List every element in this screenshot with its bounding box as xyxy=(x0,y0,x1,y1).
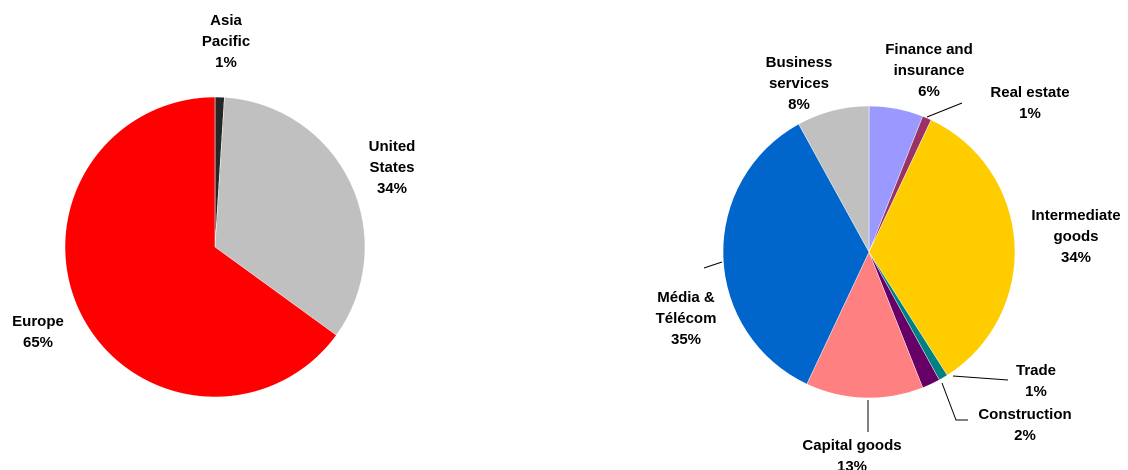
sector-pie: Finance and insurance 6% Real estate 1% Inter… xyxy=(656,41,1121,470)
leader-line-real-estate xyxy=(926,102,963,118)
pie-slice-capital-goods xyxy=(806,251,924,399)
pie-slice-business-services xyxy=(798,105,870,253)
data-label-trade: Trade 1% xyxy=(1016,362,1056,400)
pie-slice-europe xyxy=(64,96,337,398)
leader-line-trade xyxy=(952,375,1009,381)
leader-line-construction xyxy=(941,382,968,421)
data-label-capital-goods: Capital goods 13% xyxy=(802,437,901,470)
pie-slice-intermediate-goods xyxy=(868,119,1016,376)
data-label-united-states: United States 34% xyxy=(369,138,416,197)
data-label-europe: Europe 65% xyxy=(12,313,64,351)
data-label-finance-and-insurance: Finance and insurance 6% xyxy=(885,41,973,100)
data-label-asia-pacific: Asia Pacific 1% xyxy=(202,12,250,71)
data-label-construction: Construction 2% xyxy=(978,406,1071,444)
data-label-media-telecom: Média & Télécom 35% xyxy=(656,289,717,348)
pie-slice-united-states xyxy=(214,97,366,336)
data-label-business-services: Business services 8% xyxy=(766,54,833,113)
leader-line-media-telecom xyxy=(703,261,723,269)
data-label-intermediate-goods: Intermediate goods 34% xyxy=(1031,207,1120,266)
region-pie: Asia Pacific 1% United States 34% Europe 65% xyxy=(12,12,416,398)
pie-slice-media-telecom xyxy=(722,123,870,385)
data-label-real-estate: Real estate 1% xyxy=(990,84,1069,122)
